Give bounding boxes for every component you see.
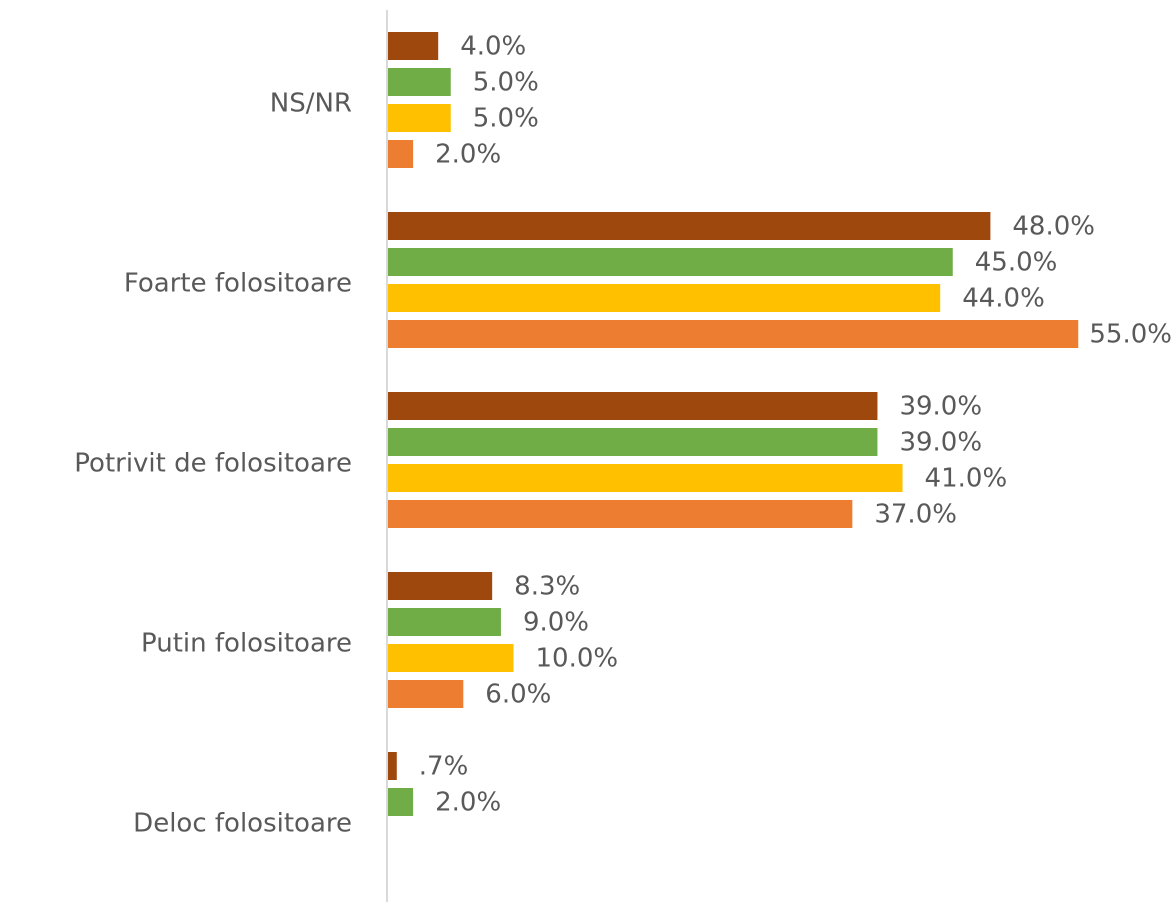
value-label: 10.0%	[536, 644, 619, 674]
bar	[388, 68, 451, 96]
bar	[388, 104, 451, 132]
value-label: 5.0%	[473, 104, 539, 134]
value-label: 39.0%	[899, 428, 982, 458]
category-label: Deloc folositoare	[133, 809, 352, 839]
bar	[388, 32, 439, 60]
bar	[388, 428, 878, 456]
value-label: 6.0%	[485, 680, 551, 710]
value-label: 9.0%	[523, 608, 589, 638]
bar	[388, 392, 878, 420]
bar	[388, 752, 397, 780]
bar	[388, 320, 1079, 348]
value-label: 55.0%	[1089, 320, 1172, 350]
bar	[388, 572, 493, 600]
category-label: Potrivit de folositoare	[74, 449, 352, 479]
bar	[388, 212, 991, 240]
bar	[388, 500, 853, 528]
category-label: Putin folositoare	[141, 629, 352, 659]
bar	[388, 284, 941, 312]
bar	[388, 788, 414, 816]
value-label: 41.0%	[925, 464, 1008, 494]
value-label: 2.0%	[435, 788, 501, 818]
bar	[388, 644, 514, 672]
value-label: .7%	[419, 752, 469, 782]
value-label: 8.3%	[514, 572, 580, 602]
value-label: 2.0%	[435, 140, 501, 170]
value-label: 45.0%	[975, 248, 1058, 278]
bar	[388, 608, 501, 636]
value-label: 39.0%	[899, 392, 982, 422]
bar	[388, 248, 953, 276]
category-label: Foarte folositoare	[124, 269, 352, 299]
category-label: NS/NR	[270, 89, 352, 119]
value-label: 37.0%	[874, 500, 957, 530]
value-label: 44.0%	[962, 284, 1045, 314]
value-label: 5.0%	[473, 68, 539, 98]
value-label: 48.0%	[1012, 212, 1095, 242]
bar	[388, 680, 464, 708]
bar	[388, 464, 903, 492]
bar	[388, 140, 414, 168]
value-label: 4.0%	[460, 32, 526, 62]
